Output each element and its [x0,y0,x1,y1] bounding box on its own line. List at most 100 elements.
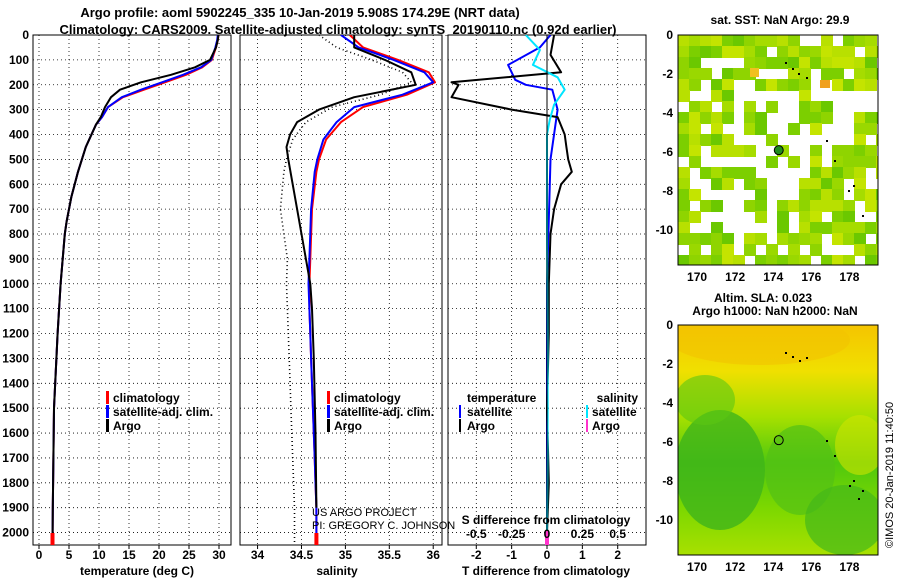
island-dot [862,490,864,492]
bottom-marker [50,533,55,545]
map-x-tick-label: 172 [725,270,745,284]
sst-cell [810,101,822,113]
legend-label-argo: Argo [334,419,362,433]
sst-cell [711,145,723,157]
sst-cell [810,233,822,245]
x-tick-label: 15 [122,548,136,562]
sst-cell [843,79,855,91]
sst-cell [865,68,877,80]
island-dot [792,356,794,358]
sst-cell [766,35,778,47]
sst-cell [700,46,712,58]
x-tick-label: 0 [36,548,43,562]
salinity-legend: climatology satellite-adj. clim. Argo [327,391,434,433]
map-x-tick-label: 176 [801,560,821,574]
depth-tick-label: 1400 [2,376,29,390]
legend-label-climatology: climatology [113,391,180,405]
salinity-grid [240,34,442,545]
island-dot [798,73,800,75]
series-line-climatology [308,35,436,545]
sst-cell [788,46,800,58]
sst-cell [832,255,844,265]
sst-cell [821,167,833,179]
map-x-tick-label: 174 [763,560,783,574]
sst-cell [744,167,756,179]
sst-cell [678,46,690,58]
island-dot [785,352,787,354]
sst-cell [755,35,767,47]
sst-cell [843,35,855,47]
x-tick-label: -1 [506,548,517,562]
sst-cell [832,211,844,223]
sst-cell [788,156,800,168]
sst-cell [755,123,767,135]
sst-cell [711,167,723,179]
sst-cell [876,244,878,256]
sst-cell [733,68,745,80]
sst-cell [876,255,878,265]
island-dot [849,485,851,487]
sst-cell [876,167,878,179]
sst-cell [854,35,866,47]
sst-cell [876,189,878,201]
sst-cell [865,255,877,265]
depth-tick-label: 500 [9,152,29,166]
sst-cell [876,156,878,168]
sst-cell [689,46,701,58]
depth-tick-label: 1600 [2,426,29,440]
sst-map-frame [677,34,879,266]
island-dots [785,62,864,500]
sst-cell [854,57,866,69]
sst-cell [755,233,767,245]
sst-cell [766,255,778,265]
sst-cell [711,178,723,190]
sst-cell [722,79,734,91]
x-tick-label: 2 [614,548,621,562]
sst-cell [865,79,877,91]
island-dot [806,357,808,359]
sst-cell [832,200,844,212]
x-tick-label: -2 [471,548,482,562]
bottom-marker [545,531,549,545]
figure-title-line1: Argo profile: aoml 5902245_335 10-Jan-20… [80,5,519,20]
sst-cell [810,167,822,179]
sst-cell [722,101,734,113]
sst-cell [689,156,701,168]
sst-cell [799,46,811,58]
argo-float-marker [773,435,784,446]
sst-cell [788,255,800,265]
sst-cell [777,222,789,234]
sst-cell [799,101,811,113]
map-y-tick-label: -6 [662,145,673,159]
map-y-tick-label: -4 [662,106,673,120]
temperature-grid [33,34,231,545]
sst-cell [722,145,734,157]
sst-cell [777,200,789,212]
sla-map-frame [677,324,879,556]
s-diff-tick-label: 0.5 [609,527,626,541]
sst-cell [678,134,690,146]
legend-swatch-argo [106,419,109,432]
s-diff-tick-label: 0.25 [571,527,595,541]
map-x-tick-label: 174 [763,270,783,284]
island-dot [806,77,808,79]
sst-cell [788,57,800,69]
sst-cell [854,222,866,234]
sst-cell [689,101,701,113]
depth-tick-label: 900 [9,252,29,266]
x-tick-label: 35 [339,548,353,562]
sst-cell [821,35,833,47]
legend-swatch-climatology [106,391,109,404]
temperature-xlabel: temperature (deg C) [80,564,194,578]
sst-cell [832,46,844,58]
legend-label-s-argo: Argo [592,419,620,433]
s-diff-tick-label: -0.25 [498,527,526,541]
depth-tick-label: 1200 [2,327,29,341]
depth-tick-label: 600 [9,177,29,191]
sla-map-ticks: 170 172 174 176 178 0 -2 -4 -6 -8 -10 [656,318,860,574]
sst-cell [689,145,701,157]
sst-cell [733,145,745,157]
map-y-tick-label: -8 [662,184,673,198]
depth-tick-label: 1800 [2,476,29,490]
difference-legend: temperature satellite Argo salinity sate… [459,391,638,433]
